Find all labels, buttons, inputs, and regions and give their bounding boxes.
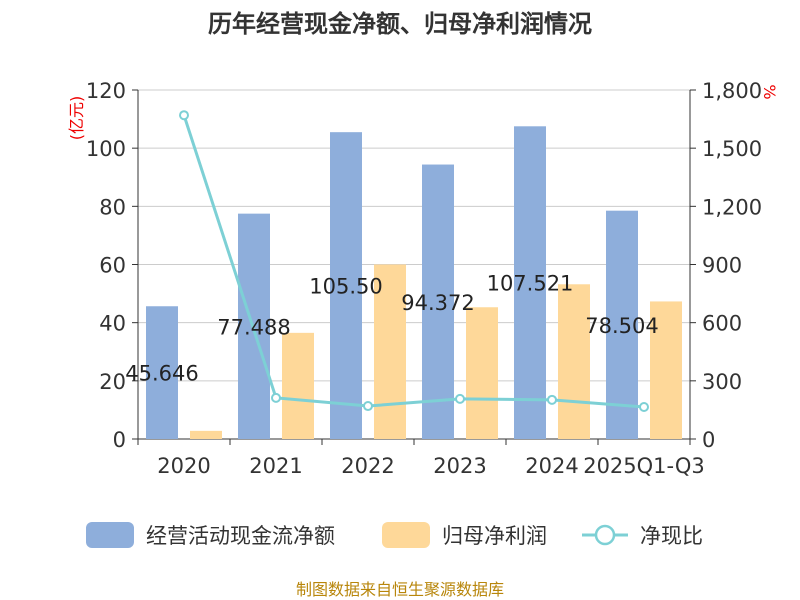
left-tick-label: 120: [86, 79, 126, 103]
bar-net-profit: [558, 284, 590, 439]
bar-cashflow: [606, 210, 638, 439]
ratio-point: [639, 402, 649, 413]
data-labels: 45.646 77.488 105.50 94.372 107.521 78.504: [125, 272, 658, 386]
right-tick-label: 300: [702, 370, 742, 394]
bar-cashflow: [514, 126, 546, 439]
legend-swatch-cashflow: [86, 522, 134, 548]
chart-title: 历年经营现金净额、归母净利润情况: [208, 10, 592, 38]
right-tick-label: 1,500: [702, 137, 762, 161]
bar-net-profit: [650, 301, 682, 439]
bar-net-profit: [466, 307, 498, 439]
ratio-line-path: [182, 114, 645, 409]
bar-value-label: 45.646: [125, 362, 198, 386]
right-tick-label: 0: [702, 428, 715, 452]
grid: [138, 89, 690, 440]
ratio-point: [179, 110, 189, 121]
bar-net-profit: [190, 430, 222, 439]
ratio-point: [547, 394, 557, 405]
left-tick-label: 20: [99, 370, 126, 394]
bar-value-label: 105.50: [309, 275, 382, 299]
x-tick-label: 2025Q1-Q3: [583, 454, 705, 478]
bar-value-label: 78.504: [585, 314, 658, 338]
bar-value-label: 77.488: [217, 315, 290, 339]
left-axis-unit: (亿元): [67, 96, 86, 141]
ratio-line: [179, 110, 649, 413]
right-tick-label: 1,800: [702, 79, 762, 103]
bar-cashflow: [330, 132, 362, 439]
axes: 0 20 40 60 80 100 120 0 300 600 900 1,200 1,500 1,800…: [86, 79, 762, 478]
left-tick-label: 40: [99, 312, 126, 336]
left-tick-label: 100: [86, 137, 126, 161]
legend-marker-ratio: [594, 524, 616, 546]
left-tick-label: 0: [113, 428, 126, 452]
ratio-point: [455, 393, 465, 404]
legend-swatch-net-profit: [382, 522, 430, 548]
ratio-point: [271, 392, 281, 403]
x-tick-label: 2024: [525, 454, 578, 478]
bar-cashflow: [422, 164, 454, 439]
bar-net-profit: [374, 264, 406, 439]
bar-net-profit: [282, 332, 314, 439]
bar-value-label: 94.372: [401, 291, 474, 315]
bar-value-label: 107.521: [487, 272, 574, 296]
source-note: 制图数据来自恒生聚源数据库: [296, 580, 504, 599]
legend-label-cashflow: 经营活动现金流净额: [146, 524, 335, 548]
bar-cashflow: [146, 306, 178, 439]
bars: [146, 126, 682, 439]
x-tick-label: 2021: [249, 454, 302, 478]
left-tick-label: 80: [99, 195, 126, 219]
legend: 经营活动现金流净额 归母净利润 净现比: [86, 522, 703, 548]
x-tick-label: 2023: [433, 454, 486, 478]
right-axis-unit: %: [760, 84, 779, 99]
legend-label-net-profit: 归母净利润: [442, 524, 547, 548]
left-tick-label: 60: [99, 254, 126, 278]
right-tick-label: 1,200: [702, 195, 762, 219]
x-tick-label: 2020: [157, 454, 210, 478]
right-tick-label: 600: [702, 312, 742, 336]
x-tick-label: 2022: [341, 454, 394, 478]
legend-label-ratio: 净现比: [640, 524, 703, 548]
right-tick-label: 900: [702, 254, 742, 278]
ratio-point: [363, 401, 373, 412]
